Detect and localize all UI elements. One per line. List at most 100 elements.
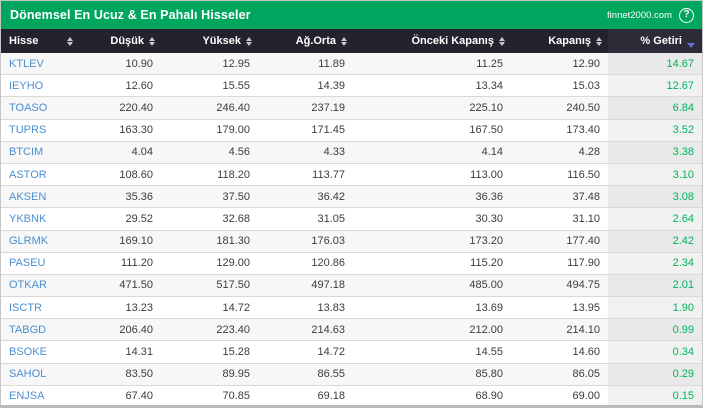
- column-header-a-orta[interactable]: Ağ.Orta: [258, 29, 353, 53]
- value-cell: 37.50: [222, 190, 250, 203]
- value-cell: 89.95: [222, 368, 250, 381]
- value-cell: 70.85: [222, 390, 250, 403]
- return-pct-cell: 3.38: [608, 141, 702, 163]
- stock-symbol[interactable]: BTCIM: [9, 146, 44, 159]
- value-cell: 15.55: [222, 79, 250, 92]
- stock-symbol[interactable]: ENJSA: [9, 390, 45, 403]
- value-cell: 118.20: [217, 168, 250, 181]
- stock-symbol[interactable]: TOASO: [9, 101, 48, 114]
- return-pct-cell: 3.52: [608, 119, 702, 141]
- value-cell: 86.55: [317, 368, 345, 381]
- stock-symbol[interactable]: PASEU: [9, 257, 46, 270]
- value-cell: 173.20: [469, 235, 503, 248]
- value-cell: 471.50: [119, 279, 153, 292]
- column-label: Önceki Kapanış: [411, 35, 494, 47]
- value-cell: 37.48: [572, 190, 600, 203]
- return-pct-cell: 1.90: [608, 297, 702, 319]
- stock-symbol[interactable]: GLRMK: [9, 235, 49, 248]
- stock-symbol[interactable]: IEYHO: [9, 79, 44, 92]
- stock-symbol[interactable]: SAHOL: [9, 368, 47, 381]
- value-cell: 14.60: [572, 346, 600, 359]
- value-cell: 67.40: [125, 390, 153, 403]
- table-row[interactable]: BSOKE 14.31 15.28 14.72 14.55 14.60 0.34: [1, 341, 702, 364]
- value-cell: 494.75: [566, 279, 600, 292]
- value-cell: 517.50: [216, 279, 250, 292]
- value-cell: 35.36: [125, 190, 153, 203]
- stock-symbol[interactable]: ISCTR: [9, 301, 42, 314]
- value-cell: 12.95: [222, 57, 250, 70]
- table-row[interactable]: BTCIM 4.04 4.56 4.33 4.14 4.28 3.38: [1, 141, 702, 164]
- help-icon[interactable]: ?: [679, 7, 694, 23]
- value-cell: 13.34: [475, 79, 503, 92]
- sort-desc-icon: [687, 42, 695, 48]
- table-row[interactable]: PASEU 111.20 129.00 120.86 115.20 117.90 2.34: [1, 252, 702, 275]
- table-row[interactable]: AKSEN 35.36 37.50 36.42 36.36 37.48 3.08: [1, 186, 702, 209]
- value-cell: 214.63: [311, 323, 345, 336]
- return-pct-cell: 0.34: [608, 341, 702, 363]
- value-cell: 14.31: [125, 346, 153, 359]
- stock-symbol[interactable]: AKSEN: [9, 190, 47, 203]
- table-row[interactable]: ENJSA 67.40 70.85 69.18 68.90 69.00 0.15: [1, 385, 702, 405]
- title-bar: Dönemsel En Ucuz & En Pahalı Hisseler fi…: [1, 1, 702, 29]
- return-pct-cell: 2.01: [608, 274, 702, 297]
- column-header-y-ksek[interactable]: Yüksek: [161, 29, 258, 53]
- column-header--nceki-kapan-[interactable]: Önceki Kapanış: [353, 29, 511, 53]
- column-label: Kapanış: [548, 35, 591, 47]
- value-cell: 13.69: [475, 301, 503, 314]
- value-cell: 113.00: [470, 168, 503, 181]
- return-pct-cell: 0.15: [608, 385, 702, 405]
- table-row[interactable]: GLRMK 169.10 181.30 176.03 173.20 177.40 2.42: [1, 230, 702, 253]
- value-cell: 83.50: [125, 368, 153, 381]
- sort-arrows-icon: [499, 36, 505, 46]
- value-cell: 11.89: [318, 57, 345, 70]
- stock-symbol[interactable]: KTLEV: [9, 57, 44, 70]
- value-cell: 115.20: [470, 257, 503, 270]
- column-header-kapan-[interactable]: Kapanış: [511, 29, 608, 53]
- return-pct-cell: 2.42: [608, 230, 702, 252]
- page-title: Dönemsel En Ucuz & En Pahalı Hisseler: [10, 8, 251, 22]
- table-row[interactable]: SAHOL 83.50 89.95 86.55 85.80 86.05 0.29: [1, 363, 702, 386]
- value-cell: 237.19: [311, 101, 345, 114]
- value-cell: 36.36: [475, 190, 503, 203]
- column-label: % Getiri: [640, 35, 682, 47]
- value-cell: 15.28: [222, 346, 250, 359]
- return-pct-cell: 0.29: [608, 363, 702, 385]
- value-cell: 4.56: [228, 146, 250, 159]
- table-row[interactable]: TABGD 206.40 223.40 214.63 212.00 214.10 0.99: [1, 319, 702, 342]
- column-header--getiri[interactable]: % Getiri: [608, 29, 702, 53]
- table-row[interactable]: ISCTR 13.23 14.72 13.83 13.69 13.95 1.90: [1, 297, 702, 320]
- sort-arrows-icon: [246, 36, 252, 46]
- stock-symbol[interactable]: TABGD: [9, 323, 47, 336]
- table-row[interactable]: ASTOR 108.60 118.20 113.77 113.00 116.50 3.10: [1, 163, 702, 187]
- value-cell: 13.23: [125, 301, 153, 314]
- column-header-d-k[interactable]: Düşük: [79, 29, 161, 53]
- value-cell: 223.40: [216, 323, 250, 336]
- table-header: Hisse Düşük Yüksek Ağ.Orta Önceki Kapanış Kap…: [1, 29, 702, 53]
- value-cell: 31.10: [572, 212, 600, 225]
- value-cell: 4.04: [131, 146, 153, 159]
- brand-link[interactable]: finnet2000.com: [607, 9, 672, 21]
- stock-symbol[interactable]: ASTOR: [9, 168, 47, 181]
- return-pct-cell: 12.67: [608, 75, 702, 97]
- table-row[interactable]: KTLEV 10.90 12.95 11.89 11.25 12.90 14.67: [1, 53, 702, 76]
- value-cell: 4.33: [323, 146, 345, 159]
- stock-symbol[interactable]: OTKAR: [9, 279, 47, 292]
- value-cell: 171.45: [311, 124, 345, 137]
- column-label: Hisse: [9, 35, 39, 47]
- value-cell: 177.40: [566, 235, 600, 248]
- table-row[interactable]: TUPRS 163.30 179.00 171.45 167.50 173.40 3.52: [1, 119, 702, 142]
- value-cell: 10.90: [125, 57, 153, 70]
- table-row[interactable]: OTKAR 471.50 517.50 497.18 485.00 494.75 2.01: [1, 274, 702, 298]
- return-pct-cell: 14.67: [608, 53, 702, 75]
- value-cell: 4.14: [481, 146, 503, 159]
- value-cell: 220.40: [119, 101, 153, 114]
- stock-symbol[interactable]: BSOKE: [9, 346, 47, 359]
- table-row[interactable]: TOASO 220.40 246.40 237.19 225.10 240.50 6.84: [1, 97, 702, 120]
- stock-symbol[interactable]: YKBNK: [9, 212, 47, 225]
- stock-symbol[interactable]: TUPRS: [9, 124, 47, 137]
- table-row[interactable]: YKBNK 29.52 32.68 31.05 30.30 31.10 2.64: [1, 208, 702, 231]
- column-header-hisse[interactable]: Hisse: [1, 29, 79, 53]
- value-cell: 111.20: [120, 257, 153, 270]
- value-cell: 36.42: [317, 190, 345, 203]
- table-row[interactable]: IEYHO 12.60 15.55 14.39 13.34 15.03 12.67: [1, 75, 702, 98]
